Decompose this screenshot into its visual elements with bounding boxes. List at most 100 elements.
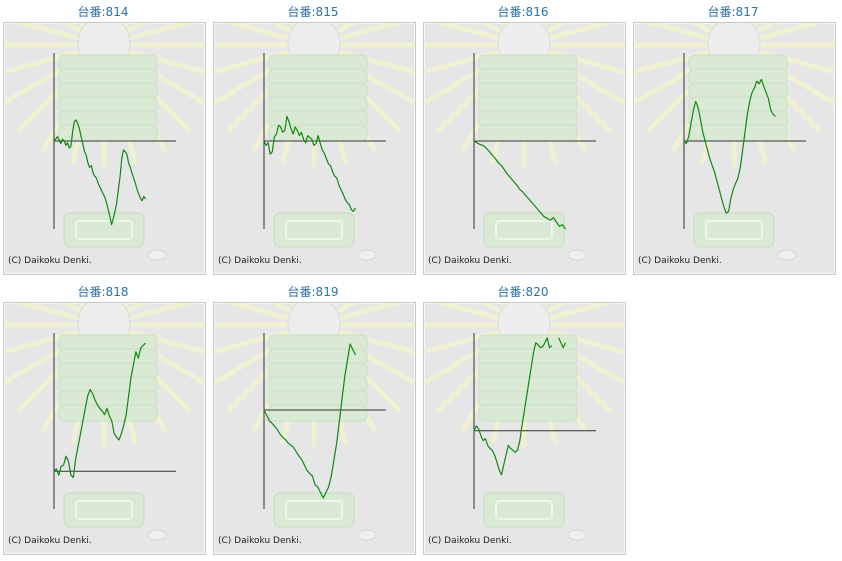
- chart-panel: (C) Daikoku Denki.: [213, 302, 416, 555]
- background-tray-inner: [75, 500, 133, 520]
- background-ray: [222, 23, 298, 43]
- background-coin: [147, 529, 167, 541]
- background-coin: [777, 249, 797, 261]
- background-ray: [424, 327, 508, 355]
- background-ray: [424, 47, 508, 75]
- background-ray: [538, 23, 568, 38]
- background-ray: [330, 23, 406, 43]
- background-ray: [120, 47, 205, 75]
- copyright-text: (C) Daikoku Denki.: [218, 256, 302, 266]
- chart-svg: [4, 23, 205, 261]
- background-illustration: [634, 23, 835, 261]
- chart-title[interactable]: 台番:814: [77, 5, 129, 19]
- data-series-line: [473, 140, 566, 230]
- chart-svg: [214, 303, 415, 541]
- data-series-line: [53, 119, 147, 226]
- background-ray: [642, 23, 718, 43]
- chart-title[interactable]: 台番:817: [707, 5, 759, 19]
- chart-cell: 台番:814 (C) Daikoku Denki.: [0, 0, 206, 276]
- background-ray: [748, 23, 778, 38]
- background-coin: [147, 249, 167, 261]
- background-ray: [540, 303, 616, 323]
- background-ray: [480, 303, 510, 318]
- background-ray: [328, 303, 358, 318]
- background-ray: [12, 303, 88, 323]
- background-ray: [118, 303, 148, 318]
- background-illustration: [424, 23, 625, 261]
- background-tray-inner: [495, 500, 553, 520]
- background-tray-inner: [285, 220, 343, 240]
- background-ray: [60, 303, 90, 318]
- background-coin: [357, 529, 377, 541]
- background-coin: [567, 249, 587, 261]
- background-illustration: [424, 303, 625, 541]
- background-stack-tier: [268, 404, 368, 422]
- background-ray: [270, 23, 300, 38]
- background-ray: [328, 23, 358, 38]
- copyright-text: (C) Daikoku Denki.: [638, 256, 722, 266]
- background-ray: [750, 23, 826, 43]
- data-series-line: [683, 78, 776, 214]
- background-ray: [118, 23, 148, 38]
- copyright-text: (C) Daikoku Denki.: [8, 536, 92, 546]
- chart-title[interactable]: 台番:819: [287, 285, 339, 299]
- background-ray: [432, 303, 508, 323]
- copyright-text: (C) Daikoku Denki.: [8, 256, 92, 266]
- copyright-text: (C) Daikoku Denki.: [218, 536, 302, 546]
- chart-cell: 台番:816 (C) Daikoku Denki.: [420, 0, 626, 276]
- background-ray: [540, 327, 625, 355]
- background-illustration: [214, 23, 415, 261]
- chart-cell: 台番:818 (C) Daikoku Denki.: [0, 280, 206, 556]
- chart-svg: [634, 23, 835, 261]
- chart-svg: [4, 303, 205, 541]
- background-illustration: [214, 303, 415, 541]
- background-ray: [750, 47, 835, 75]
- chart-title[interactable]: 台番:818: [77, 285, 129, 299]
- copyright-text: (C) Daikoku Denki.: [428, 256, 512, 266]
- chart-panel: (C) Daikoku Denki.: [3, 302, 206, 555]
- data-series-line: [263, 115, 357, 212]
- chart-panel: (C) Daikoku Denki.: [423, 302, 626, 555]
- background-ray: [480, 23, 510, 38]
- background-ray: [120, 327, 205, 355]
- background-coin: [357, 249, 377, 261]
- background-illustration: [4, 303, 205, 541]
- background-ray: [432, 23, 508, 43]
- chart-svg: [424, 303, 625, 541]
- background-ray: [120, 303, 196, 323]
- background-ray: [690, 23, 720, 38]
- background-ray: [330, 303, 406, 323]
- chart-panel: (C) Daikoku Denki.: [3, 22, 206, 275]
- background-tray-inner: [495, 220, 553, 240]
- background-stack-tier: [268, 124, 368, 142]
- chart-title[interactable]: 台番:816: [497, 5, 549, 19]
- background-ray: [60, 23, 90, 38]
- background-ray: [330, 327, 415, 355]
- chart-svg: [424, 23, 625, 261]
- background-ray: [4, 327, 88, 355]
- data-series-line: [53, 342, 146, 479]
- background-ray: [222, 303, 298, 323]
- chart-cell: 台番:815 (C) Daikoku Denki.: [210, 0, 416, 276]
- background-tray-inner: [75, 220, 133, 240]
- chart-title[interactable]: 台番:820: [497, 285, 549, 299]
- background-tray-inner: [285, 500, 343, 520]
- chart-cell: 台番:817 (C) Daikoku Denki.: [630, 0, 836, 276]
- copyright-text: (C) Daikoku Denki.: [428, 536, 512, 546]
- background-ray: [538, 303, 568, 318]
- chart-panel: (C) Daikoku Denki.: [423, 22, 626, 275]
- chart-panel: (C) Daikoku Denki.: [213, 22, 416, 275]
- data-series-line: [473, 337, 567, 476]
- chart-cell: 台番:819 (C) Daikoku Denki.: [210, 280, 416, 556]
- background-tray-inner: [705, 220, 763, 240]
- chart-svg: [214, 23, 415, 261]
- background-ray: [330, 47, 415, 75]
- chart-title[interactable]: 台番:815: [287, 5, 339, 19]
- background-coin: [567, 529, 587, 541]
- background-ray: [12, 23, 88, 43]
- background-illustration: [4, 23, 205, 261]
- background-ray: [214, 47, 298, 75]
- chart-panel: (C) Daikoku Denki.: [633, 22, 836, 275]
- data-series-line: [263, 343, 357, 499]
